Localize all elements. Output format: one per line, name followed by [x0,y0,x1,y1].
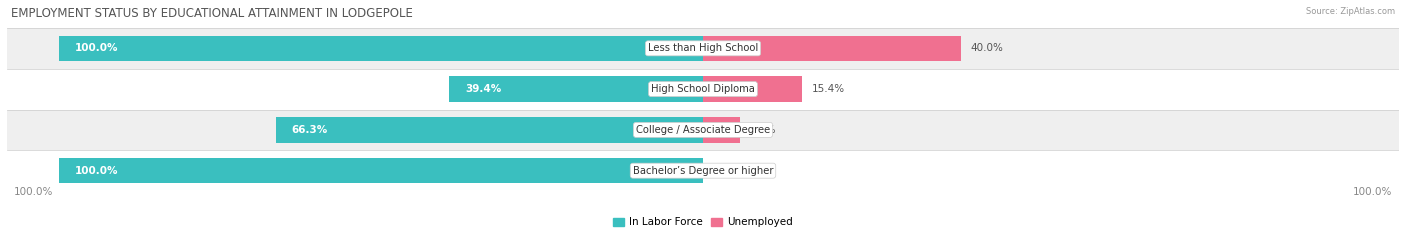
Legend: In Labor Force, Unemployed: In Labor Force, Unemployed [609,213,797,232]
Bar [7,69,1399,110]
Bar [7,150,1399,191]
Text: 66.3%: 66.3% [292,125,328,135]
Text: High School Diploma: High School Diploma [651,84,755,94]
Text: 100.0%: 100.0% [75,166,118,176]
Text: Source: ZipAtlas.com: Source: ZipAtlas.com [1306,7,1395,16]
Text: EMPLOYMENT STATUS BY EDUCATIONAL ATTAINMENT IN LODGEPOLE: EMPLOYMENT STATUS BY EDUCATIONAL ATTAINM… [11,7,413,20]
Bar [59,158,703,183]
Text: 100.0%: 100.0% [14,187,53,197]
Text: 5.7%: 5.7% [749,125,776,135]
Bar [703,76,803,102]
Bar [7,110,1399,150]
Text: College / Associate Degree: College / Associate Degree [636,125,770,135]
Text: 100.0%: 100.0% [75,43,118,53]
Text: Bachelor’s Degree or higher: Bachelor’s Degree or higher [633,166,773,176]
Bar [703,117,740,143]
Text: 0.0%: 0.0% [713,166,740,176]
Text: 40.0%: 40.0% [970,43,1004,53]
Bar [703,36,960,61]
Text: 39.4%: 39.4% [465,84,502,94]
Text: 100.0%: 100.0% [1353,187,1392,197]
Text: 15.4%: 15.4% [811,84,845,94]
Bar [276,117,703,143]
Bar [59,36,703,61]
Bar [7,28,1399,69]
Text: Less than High School: Less than High School [648,43,758,53]
Bar [449,76,703,102]
